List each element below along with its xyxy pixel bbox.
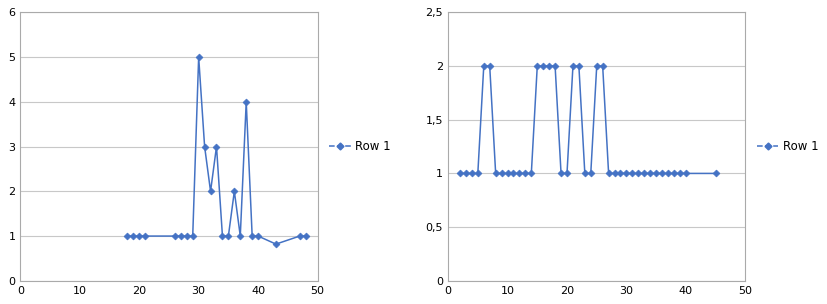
Legend: Row 1: Row 1: [329, 140, 391, 153]
Legend: Row 1: Row 1: [758, 140, 819, 153]
